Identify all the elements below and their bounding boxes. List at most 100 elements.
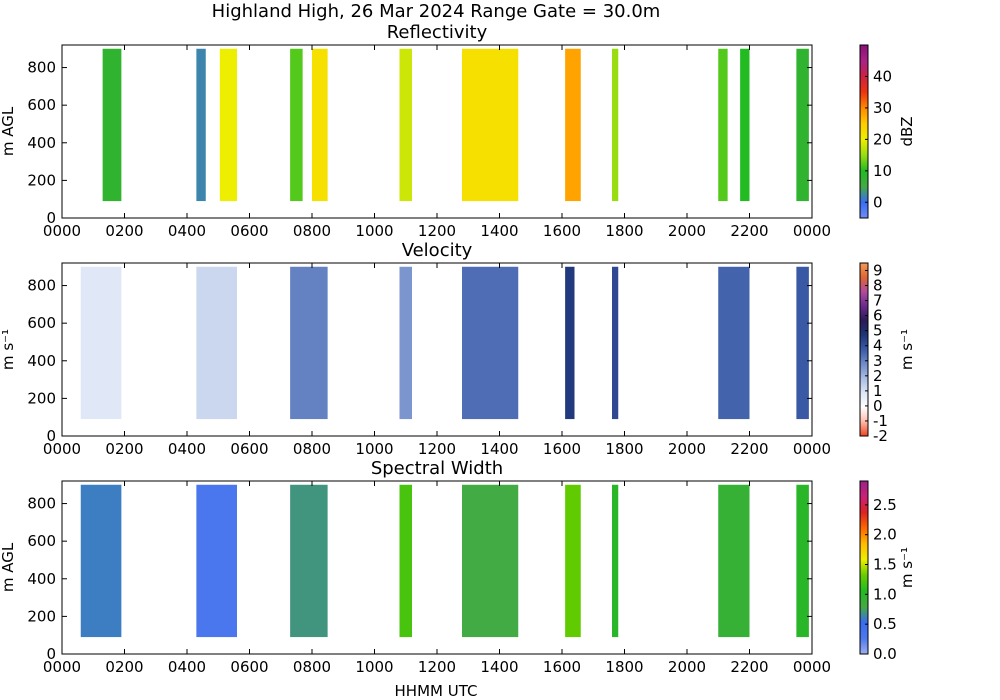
y-tick-label: 600 [27,314,56,332]
plot-area [62,481,812,654]
colorbar-label: m s⁻¹ [898,547,916,588]
echo-column [399,266,412,420]
panel-title: Spectral Width [371,458,503,479]
y-tick-label: 200 [27,171,56,189]
echo-column [399,484,412,638]
y-tick-label: 400 [27,570,56,588]
echo-column [612,266,619,420]
echo-column [796,48,809,202]
echo-column [80,266,122,420]
echo-column [462,484,519,638]
x-tick-label: 0200 [105,222,143,240]
colorbar-tick-label: 1 [873,382,883,400]
echo-column [612,48,619,202]
x-tick-label: 0000 [43,440,81,458]
colorbar-tick-label: 0.5 [873,615,897,633]
colorbar-tick-label: 2.0 [873,526,897,544]
echo-column [80,484,122,638]
x-tick-label: 1400 [480,222,518,240]
colorbar-tick-label: 6 [873,307,883,325]
x-tick-label: 2000 [668,658,706,676]
echo-column [399,48,412,202]
y-tick-label: 200 [27,389,56,407]
colorbar [859,262,869,437]
x-tick-label: 0600 [230,222,268,240]
x-tick-label: 2000 [668,222,706,240]
x-tick-label: 0000 [793,440,831,458]
y-tick-label: 400 [27,352,56,370]
x-tick-label: 2000 [668,440,706,458]
colorbar-tick-label: 7 [873,292,883,310]
colorbar-tick-label: 0.0 [873,645,897,663]
y-tick-label: 0 [46,427,56,445]
y-axis-label: m AGL [0,542,17,592]
x-tick-label: 2200 [730,658,768,676]
colorbar-tick-label: 40 [873,67,892,85]
y-axis-label: m AGL [0,106,17,156]
echo-column [565,48,581,202]
y-tick-label: 400 [27,134,56,152]
x-tick-label: 0800 [293,440,331,458]
echo-column [718,484,750,638]
panel-title: Velocity [402,240,473,261]
echo-column [565,484,581,638]
y-tick-label: 800 [27,277,56,295]
colorbar-tick-label: -1 [873,412,888,430]
echo-column [612,484,619,638]
echo-column [102,48,122,202]
y-tick-label: 800 [27,59,56,77]
colorbar-tick-label: 2 [873,367,883,385]
echo-column [290,48,303,202]
colorbar-tick-label: 0 [873,397,883,415]
x-tick-label: 1600 [543,222,581,240]
panel-title: Reflectivity [387,22,488,43]
colorbar-tick-label: 5 [873,322,883,340]
x-tick-label: 0000 [43,658,81,676]
x-tick-label: 0000 [793,658,831,676]
figure-xlabel: HHMM UTC [395,682,478,700]
x-tick-label: 0600 [230,658,268,676]
x-tick-label: 0600 [230,440,268,458]
echo-column [565,266,575,420]
x-tick-label: 0200 [105,440,143,458]
colorbar-tick-label: 20 [873,130,892,148]
x-tick-label: 0000 [43,222,81,240]
x-tick-label: 1200 [418,440,456,458]
x-tick-label: 2200 [730,440,768,458]
x-tick-label: 1600 [543,440,581,458]
colorbar-label: dBZ [898,116,916,146]
y-tick-label: 600 [27,532,56,550]
y-tick-label: 800 [27,495,56,513]
x-tick-label: 0400 [168,222,206,240]
x-tick-label: 1800 [605,222,643,240]
echo-column [796,266,809,420]
y-tick-label: 600 [27,96,56,114]
x-tick-label: 0200 [105,658,143,676]
x-tick-label: 1400 [480,658,518,676]
colorbar-tick-label: 9 [873,262,883,280]
colorbar-tick-label: 1.5 [873,556,897,574]
y-tick-label: 0 [46,645,56,663]
figure-suptitle: Highland High, 26 Mar 2024 Range Gate = … [212,1,661,22]
x-tick-label: 1200 [418,222,456,240]
echo-column [290,484,328,638]
x-tick-label: 1000 [355,440,393,458]
y-tick-label: 0 [46,209,56,227]
colorbar [859,480,869,655]
colorbar-label: m s⁻¹ [898,329,916,370]
panel-1: Reflectivity 0000 0200 0400 0600 0 800 1000 1200… [0,22,916,240]
echo-column [196,266,237,420]
colorbar-tick-label: 30 [873,99,892,117]
x-tick-label: 1000 [355,222,393,240]
plot-area [62,45,812,218]
colorbar [859,44,869,219]
echo-column [196,48,206,202]
echo-column [312,48,328,202]
x-tick-label: 2200 [730,222,768,240]
colorbar-tick-label: -2 [873,427,888,445]
x-tick-label: 0000 [793,222,831,240]
x-tick-label: 1200 [418,658,456,676]
